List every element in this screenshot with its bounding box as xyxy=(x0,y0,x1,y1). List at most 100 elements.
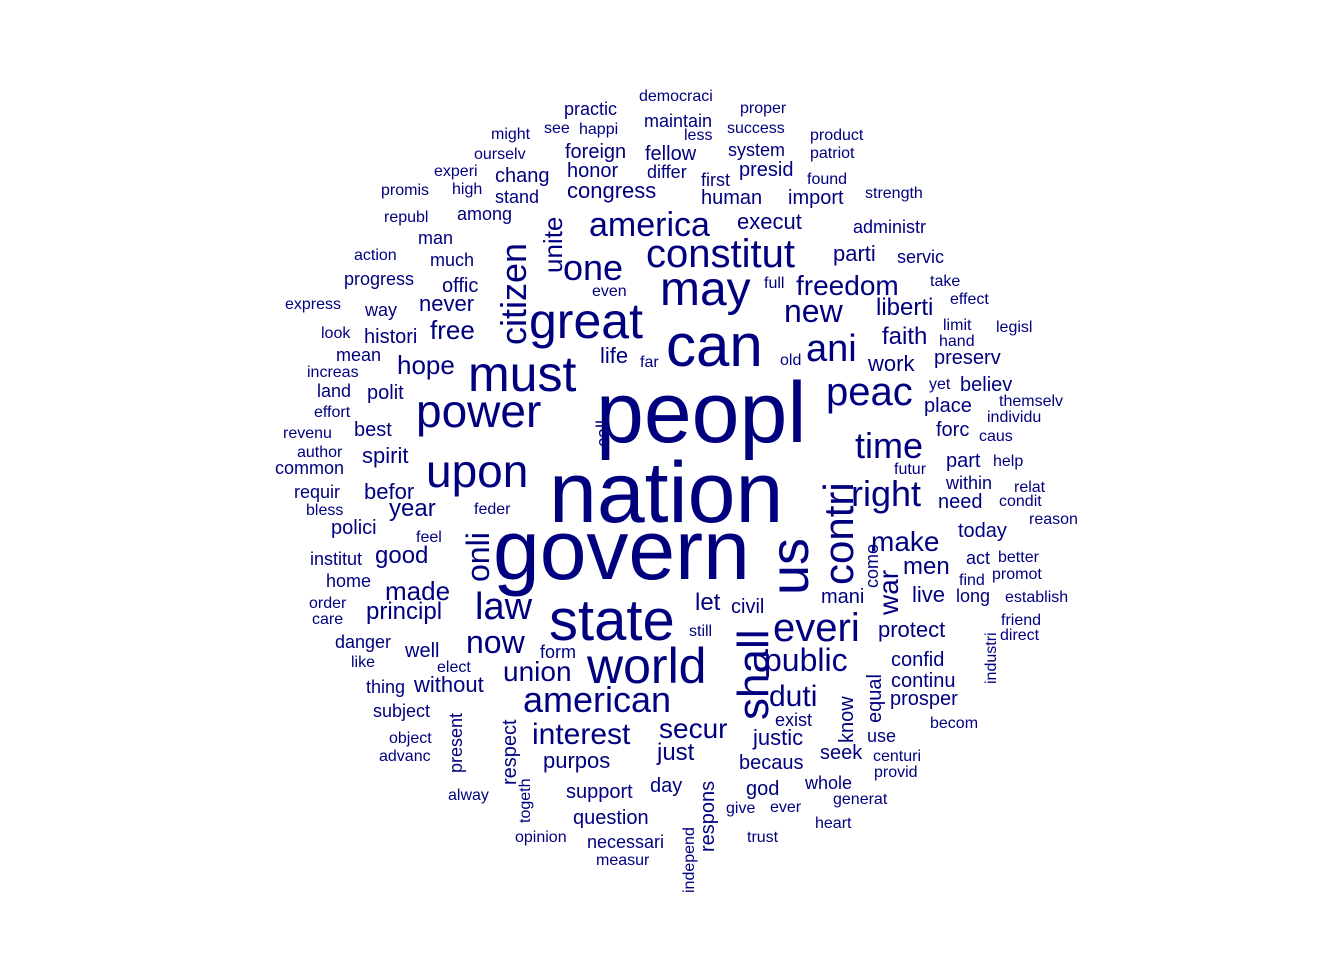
word-seek: seek xyxy=(820,742,863,764)
word-becaus: becaus xyxy=(739,752,804,774)
word-opinion: opinion xyxy=(515,829,567,846)
word-effect: effect xyxy=(950,291,989,308)
word-protect: protect xyxy=(878,617,946,642)
word-one: one xyxy=(563,247,624,288)
word-republ: republ xyxy=(384,209,429,226)
word-govern: govern xyxy=(493,503,750,597)
word-ani: ani xyxy=(806,328,857,370)
word-polici: polici xyxy=(331,517,377,539)
word-increas: increas xyxy=(307,364,359,381)
word-legisl: legisl xyxy=(996,319,1033,336)
word-form: form xyxy=(540,642,576,662)
word-continu: continu xyxy=(891,670,956,692)
word-time: time xyxy=(855,425,924,466)
word-year: year xyxy=(389,495,436,522)
word-preserv: preserv xyxy=(934,347,1001,369)
word-progress: progress xyxy=(344,269,415,289)
word-state: state xyxy=(549,588,675,653)
word-effort: effort xyxy=(314,404,351,421)
word-measur: measur xyxy=(596,852,650,869)
word-becom: becom xyxy=(930,715,979,732)
word-onli: onli xyxy=(460,532,496,582)
word-friend: friend xyxy=(1001,612,1042,629)
word-even: even xyxy=(592,283,627,300)
word-great: great xyxy=(529,293,643,349)
word-differ: differ xyxy=(647,162,687,182)
word-trust: trust xyxy=(747,829,779,846)
word-peac: peac xyxy=(826,370,913,414)
word-today: today xyxy=(958,520,1007,542)
word-first: first xyxy=(701,170,730,190)
word-made: made xyxy=(385,576,451,606)
word-promot: promot xyxy=(992,566,1042,583)
word-question: question xyxy=(573,807,649,829)
word-common: common xyxy=(275,458,345,478)
word-america: america xyxy=(589,206,710,244)
word-author: author xyxy=(297,444,343,461)
word-freedom: freedom xyxy=(796,270,899,301)
word-histori: histori xyxy=(364,326,418,348)
word-among: among xyxy=(457,204,513,224)
word-human: human xyxy=(701,187,763,209)
word-alway: alway xyxy=(448,787,489,804)
word-present: present xyxy=(446,712,466,773)
word-practic: practic xyxy=(564,99,618,119)
word-ever: ever xyxy=(770,799,802,816)
word-institut: institut xyxy=(310,549,363,569)
word-individu: individu xyxy=(987,409,1042,426)
word-part: part xyxy=(946,450,981,472)
word-full: full xyxy=(764,275,785,292)
word-civil: civil xyxy=(731,596,765,618)
word-never: never xyxy=(419,291,475,316)
word-mani: mani xyxy=(821,586,865,608)
word-us: us xyxy=(760,537,820,595)
word-man: man xyxy=(418,228,454,248)
word-order: order xyxy=(309,595,347,612)
word-success: success xyxy=(727,120,785,137)
word-bless: bless xyxy=(306,502,344,519)
word-provid: provid xyxy=(874,764,918,781)
word-offic: offic xyxy=(442,275,479,297)
word-experi: experi xyxy=(434,163,478,180)
word-befor: befor xyxy=(364,479,415,504)
word-forc: forc xyxy=(936,419,970,441)
word-patriot: patriot xyxy=(810,145,855,162)
word-liberti: liberti xyxy=(876,294,934,321)
word-believ: believ xyxy=(960,374,1013,396)
word-peopl: peopl xyxy=(596,365,807,461)
word-everi: everi xyxy=(773,606,860,650)
word-administr: administr xyxy=(853,217,927,237)
word-long: long xyxy=(956,586,991,606)
word-promis: promis xyxy=(381,182,430,199)
word-within: within xyxy=(946,473,993,493)
word-old: old xyxy=(780,352,802,369)
word-presid: presid xyxy=(739,159,794,181)
word-subject: subject xyxy=(373,701,431,721)
word-reason: reason xyxy=(1029,511,1078,528)
word-home: home xyxy=(326,571,372,591)
word-system: system xyxy=(728,140,786,160)
word-independ: independ xyxy=(681,827,698,893)
word-prosper: prosper xyxy=(890,688,958,710)
word-requir: requir xyxy=(294,482,341,502)
word-upon: upon xyxy=(426,445,529,497)
word-feel: feel xyxy=(416,529,442,546)
word-just: just xyxy=(657,739,695,766)
word-constitut: constitut xyxy=(646,232,795,276)
word-give: give xyxy=(726,800,756,817)
word-need: need xyxy=(938,491,983,513)
word-american: american xyxy=(523,679,672,720)
word-relat: relat xyxy=(1014,479,1046,496)
word-hope: hope xyxy=(397,350,455,380)
word-right: right xyxy=(851,473,922,514)
word-spirit: spirit xyxy=(362,443,409,468)
word-less: less xyxy=(684,127,713,144)
word-world: world xyxy=(587,638,707,694)
word-well: well xyxy=(405,640,440,662)
word-come: come xyxy=(862,543,882,588)
word-must: must xyxy=(468,346,577,402)
word-let: let xyxy=(695,589,721,616)
word-still: still xyxy=(689,623,713,640)
word-look: look xyxy=(321,325,351,342)
